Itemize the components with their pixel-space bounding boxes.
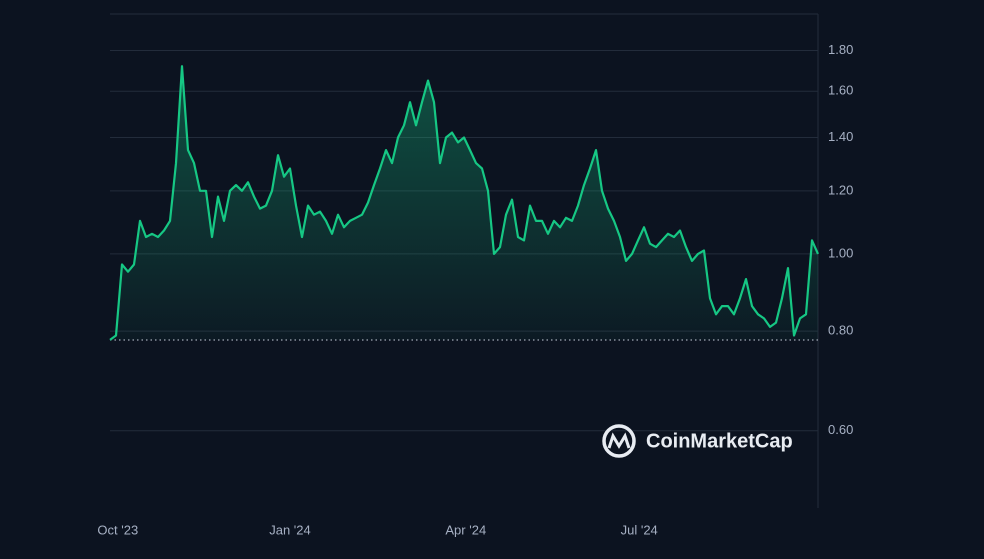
y-tick-label: 1.80	[828, 42, 853, 57]
x-tick-label: Apr '24	[445, 522, 486, 537]
watermark: CoinMarketCap	[646, 430, 793, 452]
y-tick-label: 1.00	[828, 245, 853, 260]
y-tick-label: 1.20	[828, 182, 853, 197]
y-tick-label: 1.40	[828, 129, 853, 144]
x-tick-label: Jul '24	[621, 522, 658, 537]
price-line	[109, 65, 820, 341]
y-tick-label: 0.60	[828, 422, 853, 437]
y-tick-label: 1.60	[828, 83, 853, 98]
area	[110, 66, 818, 340]
x-tick-label: Oct '23	[97, 522, 138, 537]
x-tick-label: Jan '24	[269, 522, 311, 537]
y-tick-label: 0.80	[828, 323, 853, 338]
logo	[602, 424, 636, 458]
